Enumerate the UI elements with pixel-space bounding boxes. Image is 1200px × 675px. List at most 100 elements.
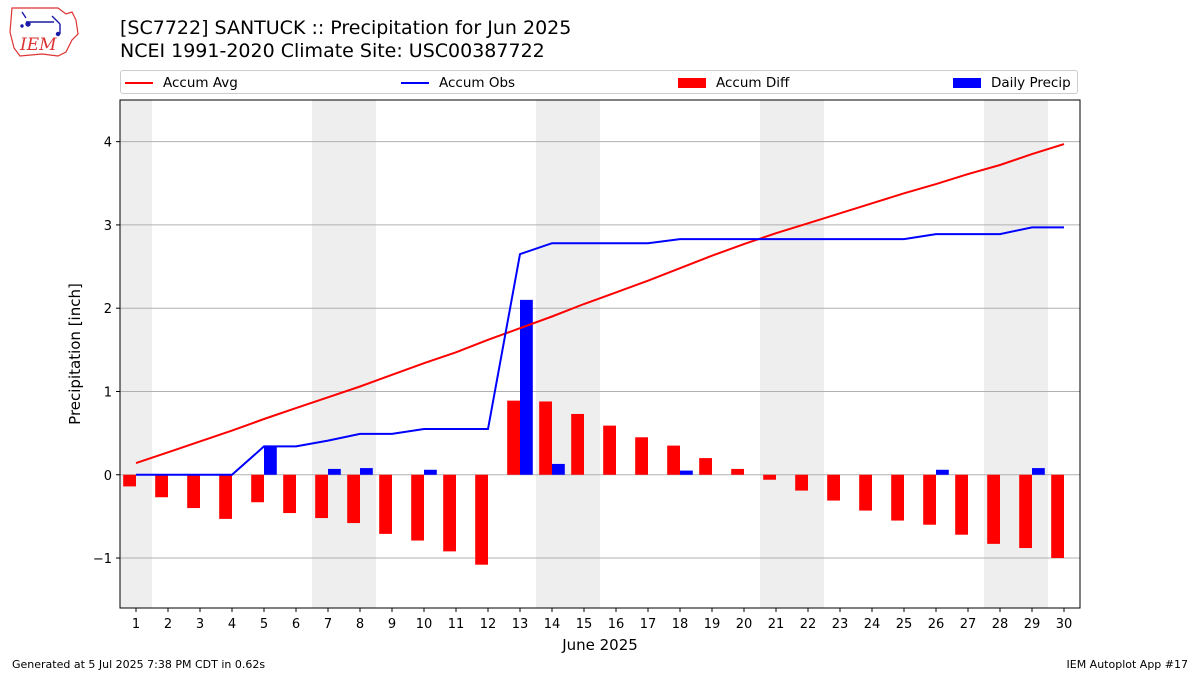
x-tick-label: 3 [196,617,204,632]
logo-text: IEM [19,35,57,55]
x-tick-label: 15 [576,617,593,632]
weekend-band [312,100,376,608]
x-tick-label: 9 [388,617,396,632]
plot-frame [119,99,1081,609]
x-tick-label: 18 [672,617,689,632]
accum-diff-bar [763,474,776,480]
y-tick-label: 1 [104,385,112,400]
accum-diff-bar [987,474,1000,544]
iem-logo: IEM [9,7,79,57]
chart-legend: Accum Avg Accum Obs Accum Diff Daily Pre… [120,70,1078,94]
accum-diff-bar [923,474,936,525]
accum-diff-bar [731,468,744,475]
chart-subtitle: NCEI 1991-2020 Climate Site: USC00387722 [120,40,545,62]
x-tick-label: 30 [1056,617,1073,632]
legend-item-daily-precip: Daily Precip [953,74,1071,92]
accum-diff-bar [411,474,424,541]
x-tick-label: 7 [324,617,332,632]
accum-diff-bar [475,474,488,565]
x-tick-label: 25 [896,617,913,632]
accum-diff-bar [187,474,200,509]
accum-diff-bar [347,474,360,524]
x-tick-label: 22 [800,617,817,632]
y-tick-label: 0 [104,469,112,484]
legend-item-accum-diff: Accum Diff [678,74,789,92]
accum-diff-bar [795,474,808,491]
x-tick-label: 21 [768,617,785,632]
x-tick-label: 16 [608,617,625,632]
accum-diff-bar [283,474,296,514]
accum-diff-bar [827,474,840,501]
x-tick-label: 23 [832,617,849,632]
x-tick-label: 24 [864,617,881,632]
x-tick-label: 10 [416,617,433,632]
x-tick-label: 1 [132,617,140,632]
accum-diff-bar [251,474,264,503]
accum-diff-bar [443,474,456,552]
x-tick-label: 8 [356,617,364,632]
y-tick-label: 3 [104,219,112,234]
y-tick-label: 2 [104,302,112,317]
x-tick-label: 27 [960,617,977,632]
y-tick-label: −1 [93,552,112,567]
x-tick-label: 29 [1024,617,1041,632]
accum-diff-bar [891,474,904,521]
accum-diff-bar [955,474,968,535]
daily-precip-bar [328,468,341,475]
accum-diff-bar [699,458,712,475]
y-tick-label: 4 [104,136,112,151]
footer-generated: Generated at 5 Jul 2025 7:38 PM CDT in 0… [12,658,266,671]
x-tick-label: 19 [704,617,721,632]
x-tick-label: 12 [480,617,497,632]
legend-swatch-daily-precip [953,78,981,88]
daily-precip-bar [520,299,533,475]
x-tick-label: 26 [928,617,945,632]
x-tick-label: 4 [228,617,236,632]
accum-diff-bar [1051,474,1064,559]
accum-diff-bar [155,474,168,498]
accum-avg-line [135,143,1065,465]
accum-diff-bar [859,474,872,511]
legend-label-daily-precip: Daily Precip [991,75,1071,91]
weekend-band [760,100,824,608]
weekend-band [536,100,600,608]
daily-precip-bar [264,446,277,475]
x-tick-label: 13 [512,617,529,632]
x-tick-label: 28 [992,617,1009,632]
accum-diff-bar [379,474,392,534]
weekend-band [120,100,152,608]
chart-title: [SC7722] SANTUCK :: Precipitation for Ju… [120,17,572,39]
accum-diff-bar [315,474,328,519]
legend-label-accum-avg: Accum Avg [163,75,238,91]
accum-diff-bar [603,425,616,475]
accum-diff-bar [539,401,552,475]
accum-diff-bar [507,400,520,475]
legend-swatch-accum-obs [401,82,429,84]
legend-label-accum-obs: Accum Obs [439,75,516,91]
daily-precip-bar [936,469,949,475]
x-tick-label: 17 [640,617,657,632]
legend-swatch-accum-avg [125,82,153,84]
legend-label-accum-diff: Accum Diff [716,75,790,91]
daily-precip-bar [1032,468,1045,475]
x-tick-label: 5 [260,617,268,632]
x-tick-label: 2 [164,617,172,632]
x-tick-label: 11 [448,617,465,632]
accum-diff-bar [123,474,136,487]
accum-obs-line [136,226,1064,476]
daily-precip-bar [680,470,693,475]
accum-diff-bar [1019,474,1032,549]
footer-app: IEM Autoplot App #17 [1066,658,1189,671]
legend-item-accum-avg: Accum Avg [125,74,238,92]
accum-diff-bar [571,413,584,475]
legend-swatch-accum-diff [678,78,706,88]
x-tick-label: 14 [544,617,561,632]
x-axis-label: June 2025 [561,636,638,654]
y-axis-label: Precipitation [inch] [66,283,84,425]
accum-diff-bar [219,474,232,519]
daily-precip-bar [360,468,373,475]
x-tick-label: 6 [292,617,300,632]
x-tick-label: 20 [736,617,753,632]
daily-precip-bar [424,469,437,475]
